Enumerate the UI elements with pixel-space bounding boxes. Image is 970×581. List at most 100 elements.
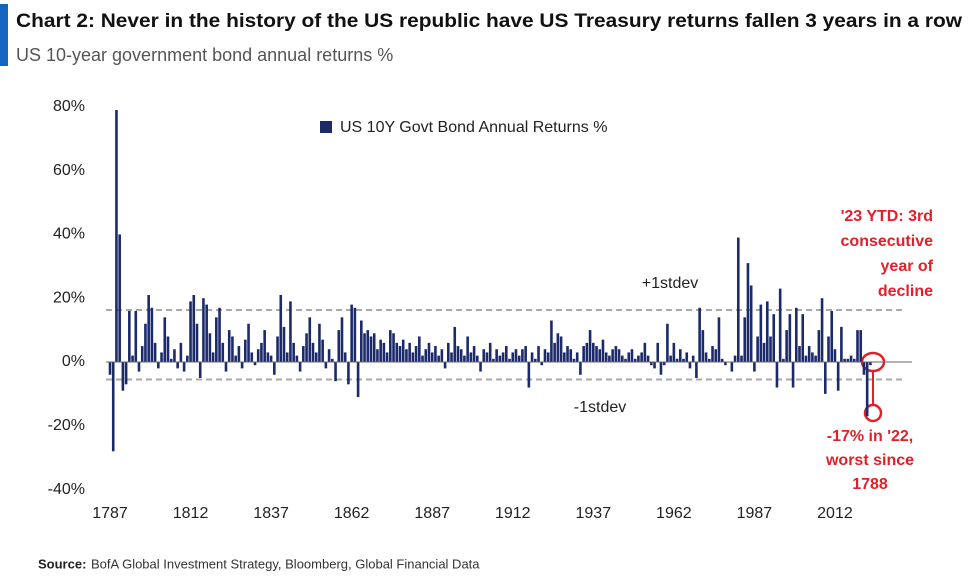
bar <box>749 285 753 362</box>
bar <box>273 362 276 375</box>
bar <box>688 362 692 369</box>
bar <box>140 346 144 362</box>
bar <box>498 355 502 362</box>
bar <box>620 355 624 362</box>
bar <box>324 362 328 369</box>
bar <box>385 352 389 362</box>
bar <box>643 342 647 362</box>
bar <box>418 336 421 362</box>
bar <box>730 362 734 372</box>
bar <box>234 355 237 362</box>
bar <box>495 349 498 362</box>
bar <box>556 333 560 362</box>
bar <box>292 342 295 362</box>
bar <box>769 336 772 362</box>
chart-title: Chart 2: Never in the history of the US … <box>16 11 962 32</box>
bar <box>740 355 743 362</box>
bar <box>823 362 827 394</box>
bar <box>231 336 234 362</box>
bar <box>637 355 640 362</box>
y-tick-label: 60% <box>53 162 85 179</box>
bar <box>366 330 370 362</box>
bar <box>862 362 866 375</box>
x-tick-label: 1912 <box>495 505 531 522</box>
bar <box>192 295 196 362</box>
bar <box>144 323 147 362</box>
bar <box>827 336 830 362</box>
bar <box>279 295 283 362</box>
bar <box>666 323 669 362</box>
bar <box>305 333 308 362</box>
bar <box>118 234 121 362</box>
bar <box>485 352 489 362</box>
y-tick-label: 0% <box>62 353 85 370</box>
bar <box>662 362 666 366</box>
bar <box>640 352 643 362</box>
bar <box>714 349 718 362</box>
annotation: consecutive <box>841 233 934 250</box>
bar <box>269 355 273 362</box>
bar <box>707 358 711 362</box>
bar <box>869 362 872 366</box>
y-tick-label: -40% <box>48 481 85 498</box>
bar <box>115 109 118 363</box>
bar <box>678 349 682 362</box>
bar <box>765 301 769 362</box>
bar <box>398 346 402 362</box>
bar <box>179 342 183 362</box>
bar <box>260 342 263 362</box>
title-accent <box>0 4 8 66</box>
bar <box>711 346 714 362</box>
source-label: Source: <box>38 556 86 571</box>
bar <box>247 323 250 362</box>
bar <box>372 333 376 362</box>
chart-subtitle: US 10-year government bond annual return… <box>16 45 393 65</box>
bar <box>595 346 598 362</box>
x-tick-label: 1862 <box>334 505 370 522</box>
bar <box>566 346 569 362</box>
bar <box>266 352 270 362</box>
bar <box>840 326 843 362</box>
bar <box>276 336 279 362</box>
bar <box>108 362 112 375</box>
bar <box>675 358 679 362</box>
bar <box>218 307 221 362</box>
bar <box>450 352 453 362</box>
bar <box>244 339 247 362</box>
bar <box>550 320 553 362</box>
bar <box>588 330 592 362</box>
bar <box>608 355 611 362</box>
bar <box>147 295 150 362</box>
bar <box>669 355 672 362</box>
bar <box>836 362 840 391</box>
bar <box>343 352 347 362</box>
y-tick-label: 20% <box>53 289 85 306</box>
legend-swatch <box>320 121 332 133</box>
bar <box>624 358 627 362</box>
bar <box>756 336 759 362</box>
bar <box>424 349 428 362</box>
bar <box>150 307 154 362</box>
bar <box>527 362 531 388</box>
bar <box>791 362 795 388</box>
bar <box>334 362 337 382</box>
bar <box>843 358 846 362</box>
bar <box>295 355 299 362</box>
bar <box>456 346 460 362</box>
bar <box>350 304 353 362</box>
bar <box>572 358 576 362</box>
bar <box>717 317 721 362</box>
bar <box>534 358 537 362</box>
bar <box>134 310 138 362</box>
bar <box>466 336 469 362</box>
bar <box>311 342 315 362</box>
bar <box>794 307 798 362</box>
x-tick-label: 1812 <box>173 505 209 522</box>
bar <box>508 358 511 362</box>
bar <box>408 342 411 362</box>
bar <box>434 346 437 362</box>
bar <box>440 349 444 362</box>
bar <box>369 336 373 362</box>
bar <box>331 358 334 362</box>
